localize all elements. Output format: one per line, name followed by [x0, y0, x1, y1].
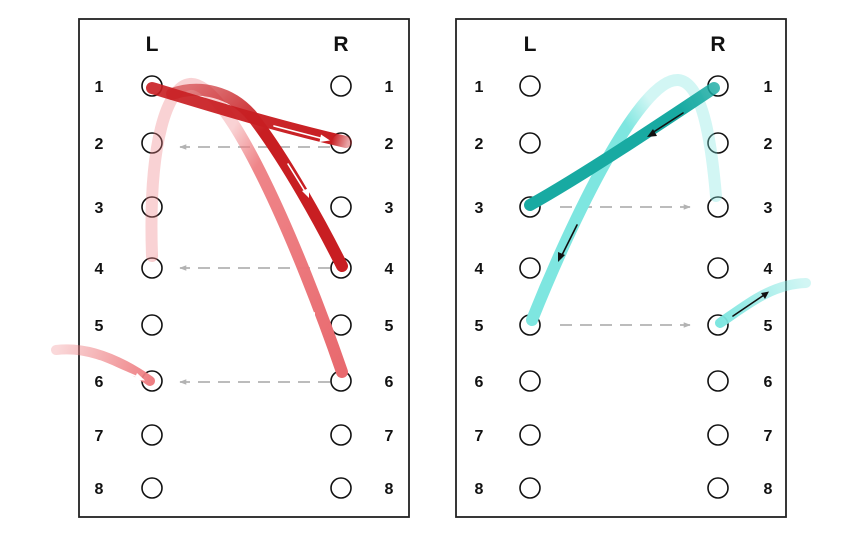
row-number: 4 [385, 261, 394, 278]
row-number: 4 [764, 261, 773, 278]
left-panel-right-header: R [333, 33, 348, 56]
row-number: 1 [95, 79, 104, 96]
eyelet-l8[interactable] [141, 477, 163, 499]
eyelet-r4[interactable] [707, 257, 729, 279]
row-number: 2 [764, 136, 773, 153]
left-panel-row-numbers-right: 1 2 3 4 5 6 7 8 [385, 79, 394, 498]
row-number: 8 [95, 481, 104, 498]
direction-arrow-icon [273, 125, 330, 142]
right-panel-row-numbers-left: 1 2 3 4 5 6 7 8 [475, 79, 484, 498]
lace-tail-l6 [51, 344, 155, 386]
right-panel-holes [519, 75, 729, 499]
right-panel-frame [455, 18, 787, 518]
eyelet-r7[interactable] [707, 424, 729, 446]
lace-strand-l1-to-r2 [146, 82, 352, 148]
left-panel-strands [51, 78, 352, 386]
row-number: 7 [475, 428, 484, 445]
row-number: 5 [385, 318, 394, 335]
left-panel-direction-arrows [99, 125, 330, 381]
eyelet-l5[interactable] [141, 314, 163, 336]
row-number: 5 [764, 318, 773, 335]
row-number: 5 [475, 318, 484, 335]
row-number: 8 [475, 481, 484, 498]
lace-strand-r1-to-l3 [524, 82, 720, 211]
eyelet-r3[interactable] [330, 196, 352, 218]
eyelet-r6[interactable] [707, 370, 729, 392]
row-number: 2 [95, 136, 104, 153]
right-panel-row-numbers-right: 1 2 3 4 5 6 7 8 [764, 79, 773, 498]
eyelet-l7[interactable] [141, 424, 163, 446]
row-number: 1 [475, 79, 484, 96]
eyelet-l4[interactable] [519, 257, 541, 279]
direction-arrow-icon [99, 360, 145, 381]
row-number: 6 [385, 374, 394, 391]
right-panel-direction-arrows [558, 112, 769, 317]
row-number: 1 [764, 79, 773, 96]
row-number: 8 [764, 481, 773, 498]
row-number: 3 [475, 200, 484, 217]
row-number: 8 [385, 481, 394, 498]
eyelet-l6[interactable] [519, 370, 541, 392]
row-number: 7 [385, 428, 394, 445]
direction-arrow-icon [558, 224, 578, 262]
row-number: 3 [764, 200, 773, 217]
row-number: 1 [385, 79, 394, 96]
row-number: 2 [385, 136, 394, 153]
direction-arrow-icon [732, 291, 769, 317]
eyelet-r8[interactable] [330, 477, 352, 499]
right-panel-right-header: R [710, 33, 725, 56]
row-number: 3 [95, 200, 104, 217]
eyelet-l7[interactable] [519, 424, 541, 446]
lace-strand-r3-to-l5 [526, 74, 722, 326]
row-number: 4 [95, 261, 104, 278]
direction-arrow-icon [287, 163, 309, 198]
left-panel-left-header: L [146, 33, 159, 56]
eyelet-l2[interactable] [519, 132, 541, 154]
left-panel-row-numbers-left: 1 2 3 4 5 6 7 8 [95, 79, 104, 498]
left-panel: L R 1 2 3 4 5 6 7 8 1 2 3 4 5 6 7 8 [51, 18, 410, 518]
row-number: 5 [95, 318, 104, 335]
eyelet-r1[interactable] [330, 75, 352, 97]
right-panel: L R 1 2 3 4 5 6 7 8 1 2 3 4 5 6 7 8 [455, 18, 811, 518]
direction-arrow-icon [647, 112, 684, 137]
right-panel-left-header: L [524, 33, 537, 56]
row-number: 3 [385, 200, 394, 217]
eyelet-r7[interactable] [330, 424, 352, 446]
row-number: 6 [475, 374, 484, 391]
row-number: 7 [95, 428, 104, 445]
eyelet-l1[interactable] [519, 75, 541, 97]
row-number: 6 [95, 374, 104, 391]
row-number: 6 [764, 374, 773, 391]
row-number: 2 [475, 136, 484, 153]
eyelet-r8[interactable] [707, 477, 729, 499]
row-number: 4 [475, 261, 484, 278]
eyelet-l8[interactable] [519, 477, 541, 499]
row-number: 7 [764, 428, 773, 445]
direction-arrow-icon [295, 279, 315, 323]
